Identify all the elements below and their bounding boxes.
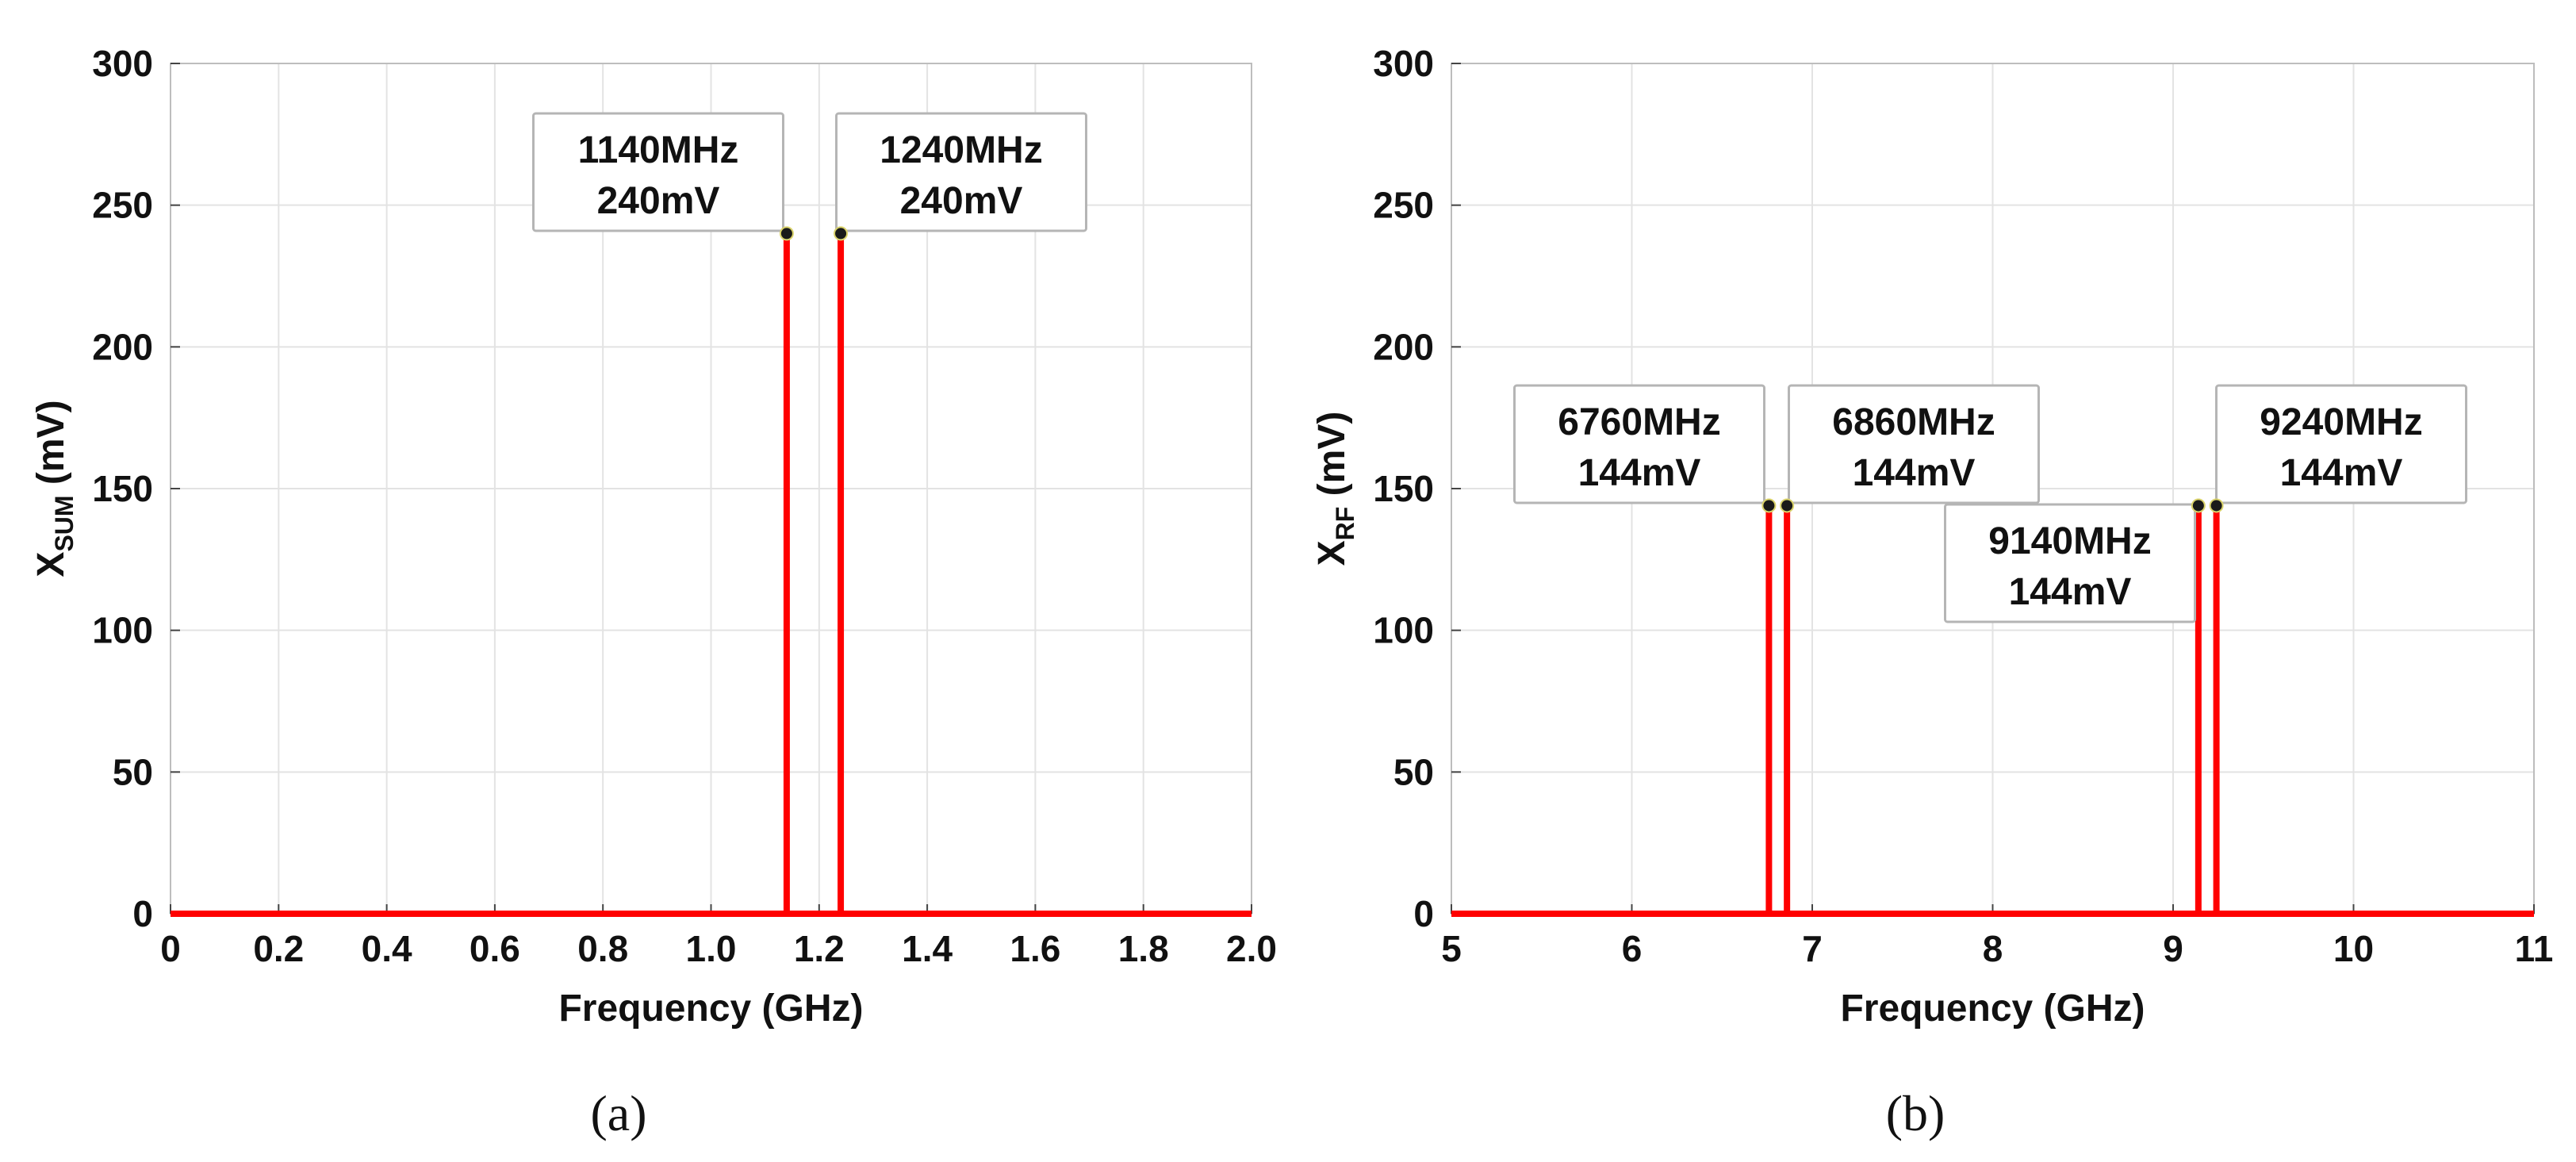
datatip-frequency: 9140MHz — [1988, 520, 2151, 562]
x-tick-label: 7 — [1802, 928, 1823, 969]
datatip-box — [1944, 503, 2196, 623]
x-tick-label: 0 — [160, 928, 181, 969]
datatip-amplitude: 240mV — [900, 180, 1023, 222]
x-tick-label: 2.0 — [1226, 928, 1277, 969]
x-tick-label: 1.0 — [686, 928, 737, 969]
x-tick-label: 11 — [2515, 928, 2554, 969]
datatip-frequency: 6860MHz — [1832, 401, 1995, 443]
datatip: 9240MHz 144mV — [2215, 384, 2467, 504]
peak-marker — [2209, 498, 2224, 513]
x-axis-label: Frequency (GHz) — [558, 988, 863, 1030]
chart-a: 0 50 100 150 200 250 300 0 0.2 0.4 0.6 0.8 1.0 1.2 1.4… — [30, 43, 1277, 1141]
datatip: 1140MHz 240mV — [532, 112, 784, 232]
datatip-frequency: 9240MHz — [2260, 401, 2422, 443]
chart-b: 0 50 100 150 200 250 300 5 6 7 8 9 10 11 Frequency (GH… — [1311, 43, 2553, 1141]
y-tick-label: 200 — [1373, 326, 1434, 367]
x-tick-label: 1.2 — [794, 928, 845, 969]
x-tick-label: 0.2 — [253, 928, 304, 969]
datatip-box — [532, 112, 784, 232]
subplot-caption: (a) — [590, 1085, 646, 1141]
x-tick-label: 9 — [2163, 928, 2183, 969]
x-tick-label: 0.4 — [362, 928, 412, 969]
datatip: 9140MHz 144mV — [1944, 503, 2196, 623]
y-tick-label: 0 — [132, 893, 153, 934]
y-tick-label: 50 — [113, 751, 153, 792]
peak-marker — [1761, 498, 1777, 513]
datatip-box — [1788, 384, 2040, 504]
datatip-amplitude: 144mV — [2009, 571, 2132, 613]
datatip-amplitude: 144mV — [1578, 452, 1701, 494]
x-tick-label: 1.8 — [1118, 928, 1169, 969]
datatip-amplitude: 144mV — [1853, 452, 1976, 494]
peak-marker — [834, 226, 849, 241]
y-axis-label: XRF (mV) — [1311, 412, 1359, 566]
datatip-amplitude: 144mV — [2280, 452, 2403, 494]
y-tick-label: 50 — [1393, 751, 1434, 792]
x-tick-label: 10 — [2333, 928, 2374, 969]
datatip-frequency: 1240MHz — [880, 129, 1042, 171]
x-tick-label: 5 — [1441, 928, 1462, 969]
datatip: 6860MHz 144mV — [1788, 384, 2040, 504]
y-tick-label: 150 — [1373, 468, 1434, 509]
peak-marker — [2191, 498, 2206, 513]
y-tick-label: 250 — [92, 185, 153, 226]
y-tick-label: 200 — [92, 326, 153, 367]
x-tick-label: 0.8 — [577, 928, 628, 969]
y-tick-label: 100 — [1373, 610, 1434, 651]
x-tick-label: 1.6 — [1010, 928, 1060, 969]
y-tick-label: 150 — [92, 468, 153, 509]
subplot-caption: (b) — [1886, 1085, 1945, 1141]
y-tick-label: 100 — [92, 610, 153, 651]
datatip: 6760MHz 144mV — [1513, 384, 1765, 504]
x-tick-label: 1.4 — [902, 928, 953, 969]
datatip-box — [2215, 384, 2467, 504]
datatip-amplitude: 240mV — [597, 180, 720, 222]
y-tick-label: 300 — [92, 43, 153, 84]
y-tick-label: 250 — [1373, 185, 1434, 226]
datatip-box — [1513, 384, 1765, 504]
x-axis-label: Frequency (GHz) — [1840, 988, 2145, 1030]
datatip-frequency: 6760MHz — [1558, 401, 1720, 443]
datatip-frequency: 1140MHz — [578, 129, 739, 171]
y-tick-label: 0 — [1413, 893, 1434, 934]
peak-marker — [1780, 498, 1795, 513]
y-axis-label: XSUM (mV) — [30, 400, 79, 577]
y-tick-label: 300 — [1373, 43, 1434, 84]
x-tick-label: 8 — [1983, 928, 2003, 969]
datatip-box — [835, 112, 1087, 232]
peak-marker — [779, 226, 794, 241]
x-tick-label: 6 — [1622, 928, 1643, 969]
x-tick-label: 0.6 — [470, 928, 520, 969]
datatip: 1240MHz 240mV — [835, 112, 1087, 232]
